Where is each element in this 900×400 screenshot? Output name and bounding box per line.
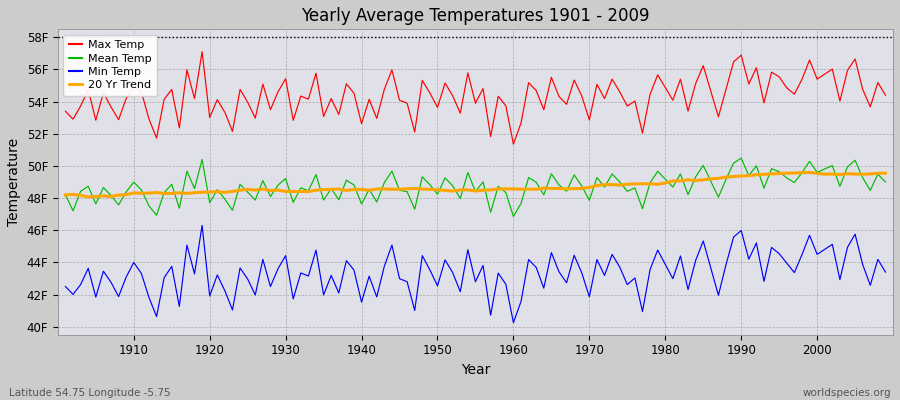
Y-axis label: Temperature: Temperature	[7, 138, 21, 226]
Text: Latitude 54.75 Longitude -5.75: Latitude 54.75 Longitude -5.75	[9, 388, 171, 398]
Title: Yearly Average Temperatures 1901 - 2009: Yearly Average Temperatures 1901 - 2009	[302, 7, 650, 25]
Text: worldspecies.org: worldspecies.org	[803, 388, 891, 398]
X-axis label: Year: Year	[461, 363, 491, 377]
Legend: Max Temp, Mean Temp, Min Temp, 20 Yr Trend: Max Temp, Mean Temp, Min Temp, 20 Yr Tre…	[63, 35, 157, 96]
